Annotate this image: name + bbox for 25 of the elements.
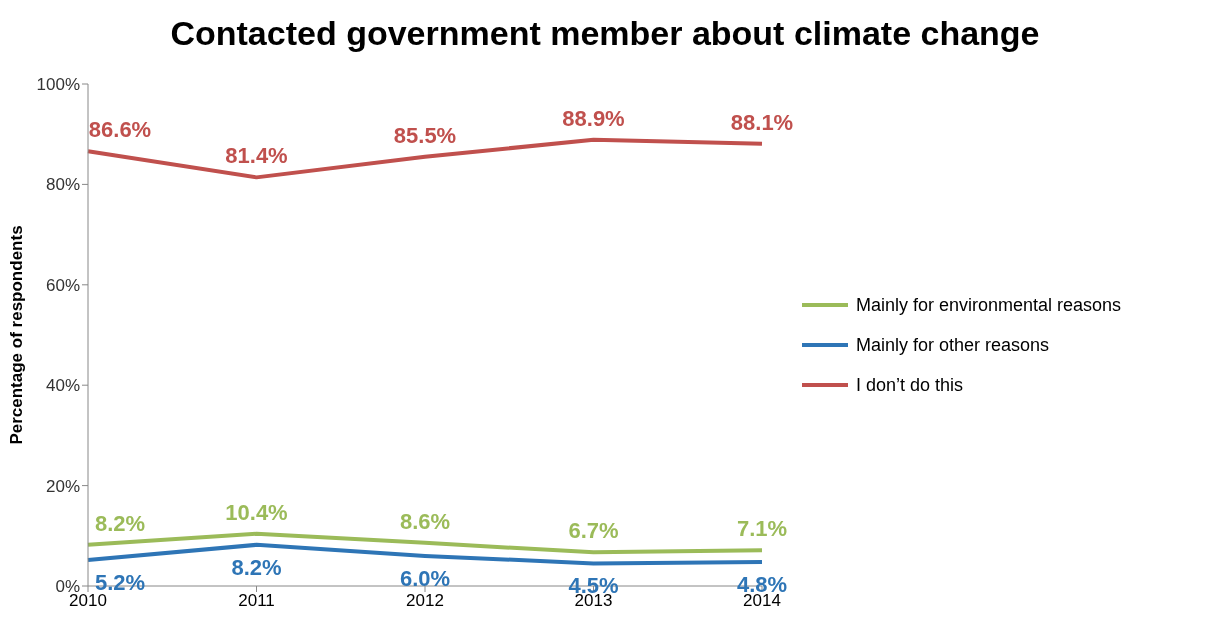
- data-label: 85.5%: [393, 122, 457, 148]
- chart-title: Contacted government member about climate change: [169, 13, 1041, 54]
- data-label: 7.1%: [736, 516, 788, 542]
- data-label: 6.0%: [399, 565, 451, 591]
- y-tick-label: 100%: [36, 75, 80, 95]
- data-label: 6.7%: [568, 518, 619, 544]
- data-label: 8.2%: [94, 510, 146, 536]
- data-label: 5.2%: [94, 569, 146, 595]
- y-tick-label: 20%: [45, 476, 80, 496]
- x-tick-label: 2011: [238, 591, 275, 611]
- data-label: 88.9%: [562, 105, 625, 131]
- data-label: 81.4%: [225, 143, 288, 169]
- data-label: 8.6%: [399, 508, 451, 534]
- legend-label: Mainly for environmental reasons: [856, 294, 1122, 316]
- data-label: 10.4%: [225, 499, 288, 525]
- data-label: 8.2%: [231, 554, 282, 580]
- y-tick-label: 40%: [45, 376, 80, 396]
- y-tick-label: 60%: [45, 275, 80, 295]
- data-label: 88.1%: [730, 109, 794, 135]
- y-axis-title: Percentage of respondents: [7, 225, 27, 445]
- data-label: 86.6%: [88, 117, 152, 143]
- legend-label: I don’t do this: [856, 374, 964, 396]
- x-tick-label: 2012: [406, 591, 444, 611]
- legend-label: Mainly for other reasons: [856, 334, 1050, 356]
- y-tick-label: 80%: [45, 175, 80, 195]
